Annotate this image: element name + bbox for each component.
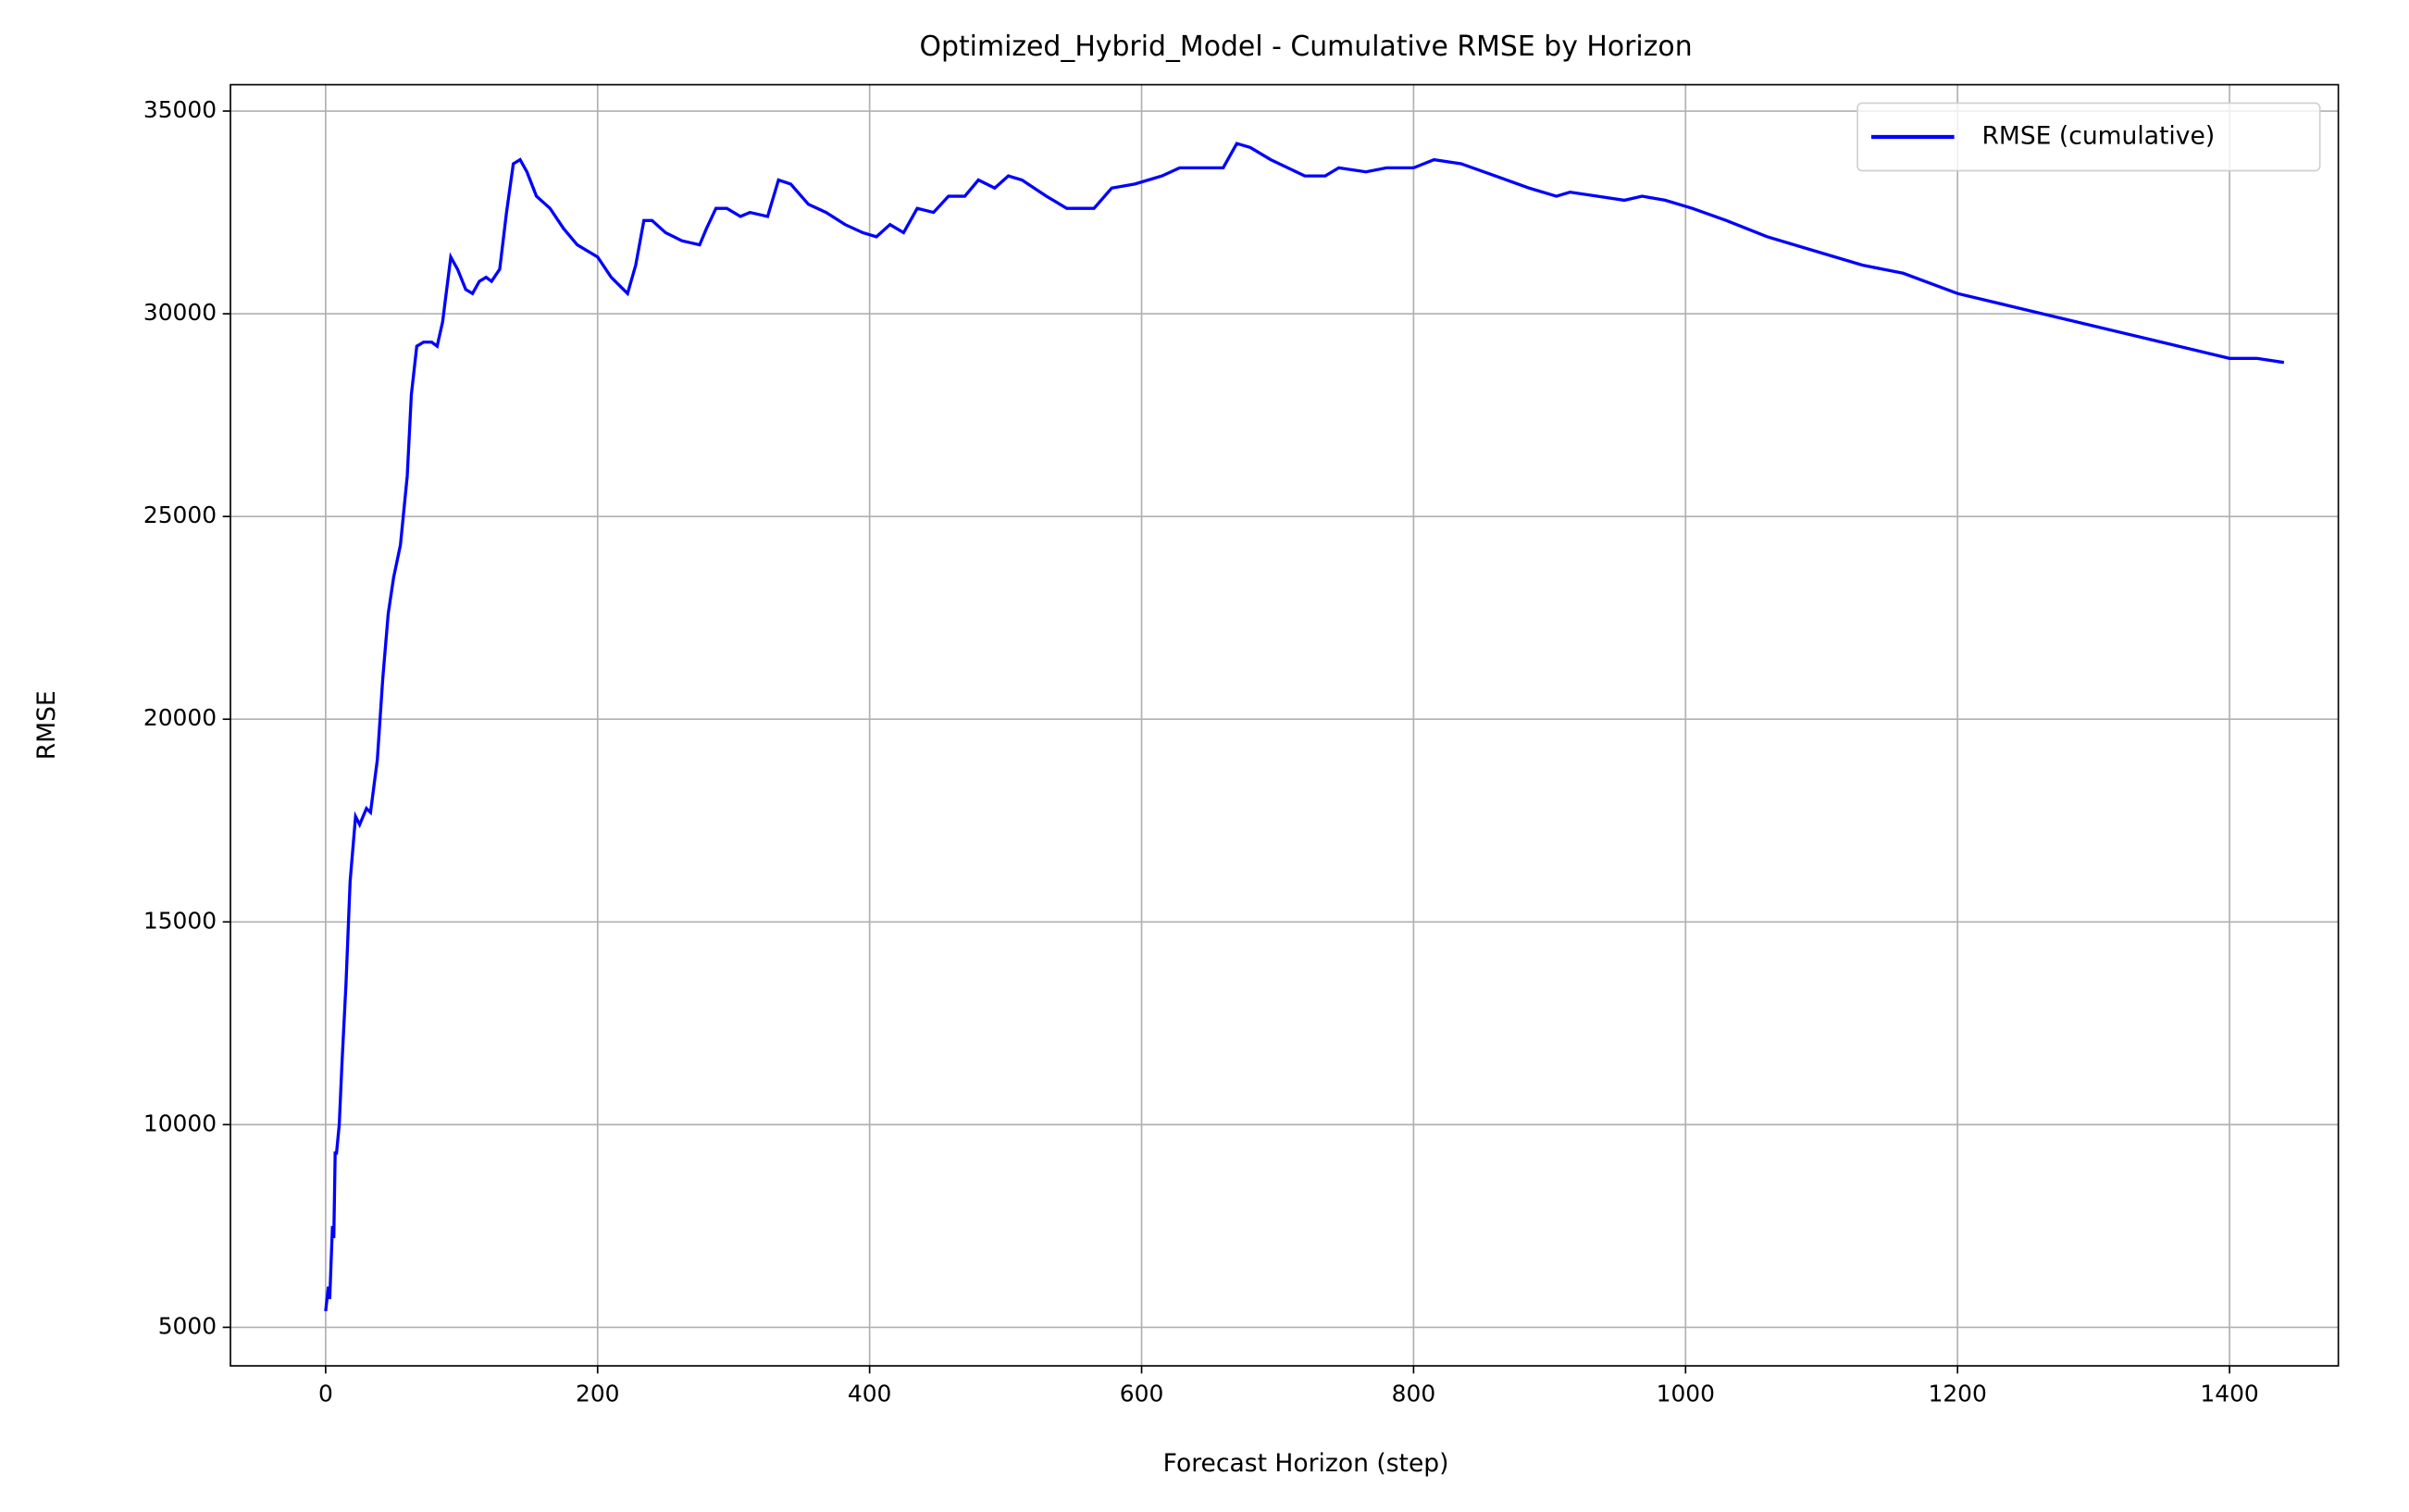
y-tick-label: 25000: [143, 502, 217, 528]
y-tick-label: 15000: [143, 907, 217, 934]
x-tick-label: 0: [318, 1381, 333, 1407]
x-tick-label: 800: [1392, 1381, 1436, 1407]
chart-title: Optimized_Hybrid_Model - Cumulative RMSE…: [919, 31, 1692, 63]
x-axis-label: Forecast Horizon (step): [1163, 1449, 1449, 1478]
y-tick-label: 5000: [158, 1312, 217, 1339]
x-tick-label: 1200: [1929, 1381, 1987, 1407]
plot-frame: [230, 83, 2340, 1367]
y-tick-label: 30000: [143, 299, 217, 326]
y-axis-label: RMSE: [32, 690, 61, 760]
y-tick-label: 20000: [143, 704, 217, 731]
y-tick-label: 10000: [143, 1109, 217, 1136]
x-tick-label: 200: [576, 1381, 620, 1407]
x-tick-label: 1400: [2200, 1381, 2258, 1407]
data-line: [324, 142, 2285, 1312]
x-tick-label: 1000: [1657, 1381, 1715, 1407]
legend-label: RMSE (cumulative): [1981, 121, 2215, 150]
legend-box: [1856, 102, 2321, 172]
x-tick-label: 600: [1120, 1381, 1164, 1407]
x-tick-label: 400: [848, 1381, 892, 1407]
y-tick-label: 35000: [143, 96, 217, 123]
